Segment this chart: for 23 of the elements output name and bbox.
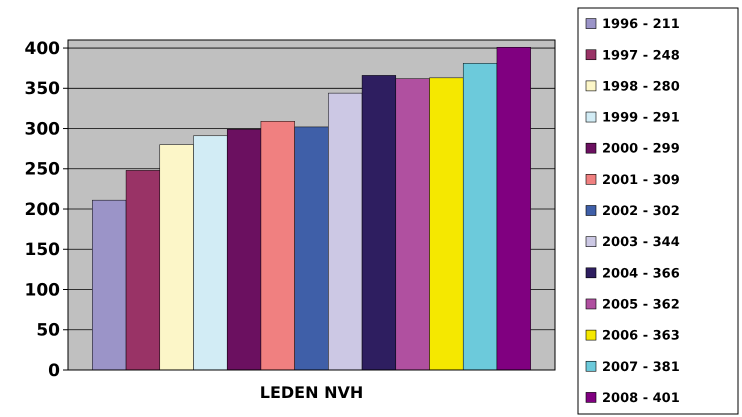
y-tick-label: 100 xyxy=(24,280,60,300)
legend-label: 2003 - 344 xyxy=(602,235,680,250)
legend-label: 2006 - 363 xyxy=(602,328,680,344)
y-tick-label: 200 xyxy=(24,200,60,220)
y-tick-label: 0 xyxy=(48,360,60,381)
y-tick-label: 400 xyxy=(24,39,60,59)
legend-label: 2005 - 362 xyxy=(602,298,680,313)
y-tick-label: 300 xyxy=(24,119,60,140)
legend-label: 1999 - 291 xyxy=(602,110,680,126)
y-tick-label: 150 xyxy=(24,240,60,260)
legend-label: 2007 - 381 xyxy=(602,360,680,375)
legend-label: 2004 - 366 xyxy=(602,266,680,282)
y-tick-label: 350 xyxy=(24,79,60,100)
legend-label: 1996 - 211 xyxy=(602,17,680,32)
legend-label: 2002 - 302 xyxy=(602,204,680,220)
legend-label: 2001 - 309 xyxy=(602,172,680,188)
legend-label: 2000 - 299 xyxy=(602,142,680,157)
legend-label: 2008 - 401 xyxy=(602,390,680,406)
legend-label: 1997 - 248 xyxy=(602,48,680,64)
legend-label: 1998 - 280 xyxy=(602,79,680,94)
y-tick-label: 250 xyxy=(24,160,60,180)
y-tick-label: 50 xyxy=(36,320,60,341)
x-axis-title: LEDEN NVH xyxy=(260,383,364,402)
